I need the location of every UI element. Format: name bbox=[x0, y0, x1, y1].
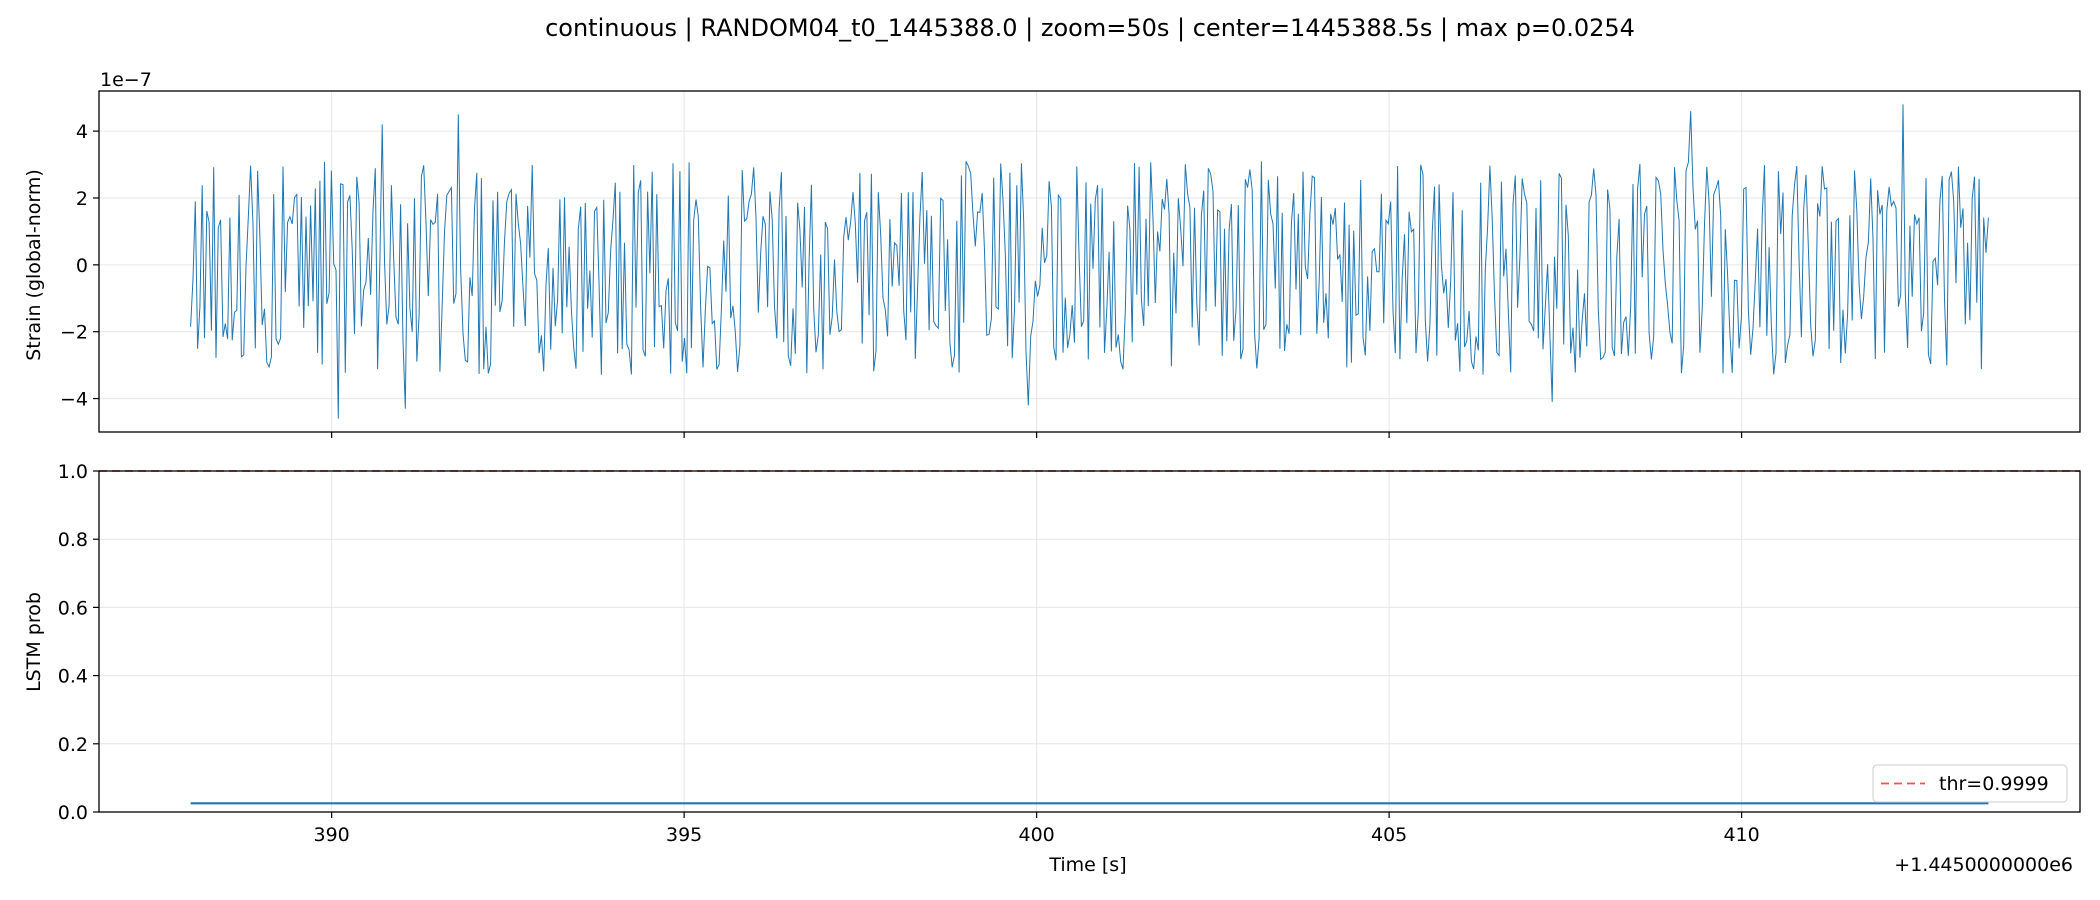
strain-y-tick-label: −4 bbox=[60, 389, 88, 411]
probability-y-tick-label: 0.0 bbox=[58, 802, 88, 824]
strain-y-tick-label: −2 bbox=[60, 322, 88, 344]
probability-panel: 390 395 400 405 410 0.0 0.2 0.4 0.6 0.8 1.0 thr=0.9… bbox=[58, 461, 2081, 846]
probability-x-tick-label: 410 bbox=[1723, 824, 1759, 846]
probability-y-tick-label: 1.0 bbox=[58, 461, 88, 483]
probability-y-tick-label: 0.2 bbox=[58, 734, 88, 756]
probability-x-tick-label: 390 bbox=[314, 824, 350, 846]
probability-y-tick-label: 0.8 bbox=[58, 529, 88, 551]
strain-y-scale-factor: 1e−7 bbox=[100, 69, 152, 91]
strain-plot-area bbox=[190, 104, 1989, 419]
strain-series-line bbox=[190, 104, 1989, 419]
probability-x-tick-label: 395 bbox=[666, 824, 702, 846]
probability-y-axis-label: LSTM prob bbox=[23, 592, 45, 692]
probability-x-tick-label: 405 bbox=[1371, 824, 1407, 846]
probability-y-tick-label: 0.4 bbox=[58, 666, 88, 688]
x-axis-offset-text: +1.4450000000e6 bbox=[1894, 854, 2073, 876]
strain-y-tick-label: 4 bbox=[76, 121, 88, 143]
legend: thr=0.9999 bbox=[1872, 764, 2068, 803]
strain-panel: −4 −2 0 2 4 bbox=[60, 90, 2081, 438]
probability-axes-frame bbox=[98, 470, 2081, 813]
strain-y-tick-label: 2 bbox=[76, 188, 88, 210]
legend-threshold-label: thr=0.9999 bbox=[1939, 773, 2049, 795]
strain-axes-frame bbox=[98, 90, 2081, 433]
probability-x-tick-label: 400 bbox=[1018, 824, 1054, 846]
probability-y-tick-label: 0.6 bbox=[58, 597, 88, 619]
strain-y-tick-label: 0 bbox=[76, 255, 88, 277]
strain-y-axis-label: Strain (global-norm) bbox=[23, 169, 45, 361]
time-x-axis-label: Time [s] bbox=[1048, 854, 1126, 876]
figure-title: continuous | RANDOM04_t0_1445388.0 | zoo… bbox=[545, 14, 1635, 42]
probability-plot-area bbox=[99, 470, 2080, 805]
legend-box bbox=[1872, 764, 2068, 803]
